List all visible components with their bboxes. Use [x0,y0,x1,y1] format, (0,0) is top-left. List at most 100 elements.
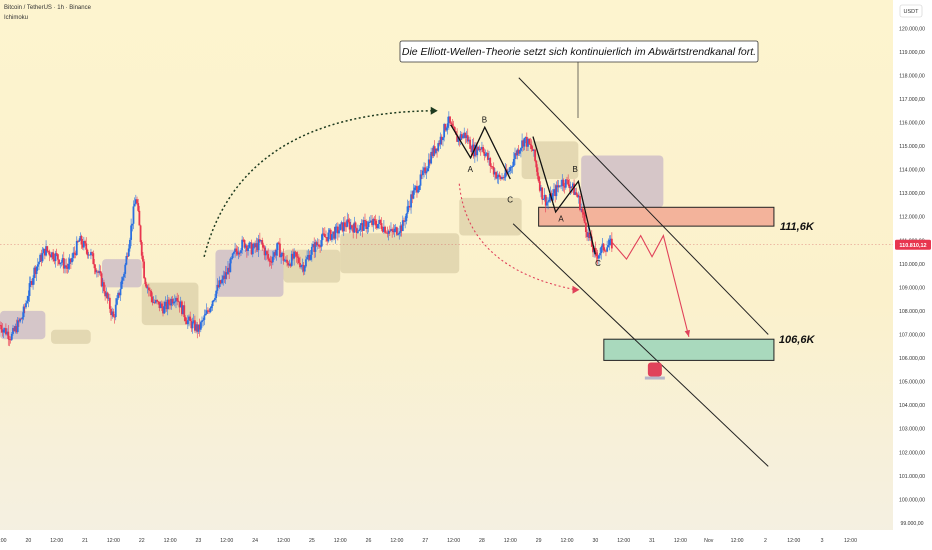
symbol-title[interactable]: Bitcoin / TetherUS · 1h · Binance [4,5,91,11]
candle-body [163,306,166,314]
candle-body [536,167,539,176]
candle-body [329,229,332,240]
candle-body [177,300,180,302]
candle-body [53,259,56,262]
candle-body [308,255,311,260]
candle-body [181,301,183,315]
candle-body [300,265,303,268]
y-tick-label: 113.000,00 [899,191,925,197]
candle-body [541,187,544,200]
candle-body [61,258,64,263]
candle-body [489,157,492,166]
candle-body [451,123,454,127]
candle-body [568,184,571,189]
candle-body [404,221,407,222]
candle-body [571,183,574,188]
candle-body [414,186,417,188]
candle-body [284,259,287,261]
candle-body [416,186,418,193]
y-tick-label: 107.000,00 [899,332,925,338]
elliott-wave-1 [532,136,596,255]
candle-body [251,248,254,255]
candle-body [352,227,355,233]
candle-body [212,300,215,302]
candle-body [575,192,578,195]
candle-body [495,172,498,179]
candle-body [434,148,437,154]
candle-body [340,222,343,225]
candle-body [260,240,262,242]
candle-body [231,253,234,259]
candle-body [577,195,580,198]
candle-body [509,166,512,171]
ichimoku-cloud-segment-2 [102,259,142,288]
candle-body [464,132,467,138]
candle-body [453,127,456,132]
candle-body [95,271,98,273]
candle-body [609,238,612,240]
candle-body [449,116,451,123]
candle-body [189,316,192,321]
candle-body [445,127,448,131]
x-tick-label: 12:00 [787,538,800,544]
wave-label-C: C [595,259,601,268]
candle-body [33,267,36,278]
candle-body [425,171,428,174]
candle-body [54,253,57,262]
candle-body [279,243,281,258]
x-tick-label: 23 [196,538,202,544]
candle-body [357,231,359,233]
candle-body [132,206,135,224]
candle-body [274,252,277,256]
x-tick-label: 21 [82,538,88,544]
candle-body [253,243,255,249]
candle-body [485,152,488,154]
candle-body [68,258,71,264]
indicator-label[interactable]: Ichimoku [4,15,29,21]
candle-body [19,318,21,322]
candle-body [557,185,560,188]
ichimoku-cloud-segment-6 [340,233,460,274]
candle-body [26,301,29,304]
candle-body [85,243,88,250]
candle-body [195,324,197,331]
resistance-zone-label: 111,6K [780,221,815,233]
candle-body [430,151,433,164]
x-tick-label: 12:00 [277,538,290,544]
candle-body [9,339,12,341]
candle-body [290,253,293,266]
candle-body [113,316,116,318]
candle-body [30,281,33,285]
candle-body [164,301,167,307]
candle-body [355,228,358,233]
candle-body [560,185,562,187]
candle-body [542,199,545,200]
candle-body [139,225,142,243]
candle-body [21,317,24,319]
candle-body [586,232,588,238]
candle-body [421,170,424,176]
candle-body [152,302,155,304]
candle-body [410,194,412,208]
y-tick-label: 101.000,00 [899,474,925,480]
candle-body [93,264,96,269]
candle-body [534,149,536,161]
candle-body [365,221,368,229]
candle-body [314,242,317,252]
candle-body [65,265,68,268]
wave-label-C: C [507,196,513,205]
candle-body [390,229,392,231]
candle-body [228,267,231,273]
candle-body [524,136,527,138]
candle-body [100,273,103,287]
candle-body [518,150,521,154]
candle-body [447,116,450,124]
candle-body [377,223,379,229]
candle-body [608,239,611,246]
candle-body [117,292,120,299]
candle-body [437,143,440,151]
y-tick-label: 99.000,00 [900,521,923,527]
candle-body [370,220,372,222]
candle-body [595,252,598,256]
candle-body [313,243,316,252]
